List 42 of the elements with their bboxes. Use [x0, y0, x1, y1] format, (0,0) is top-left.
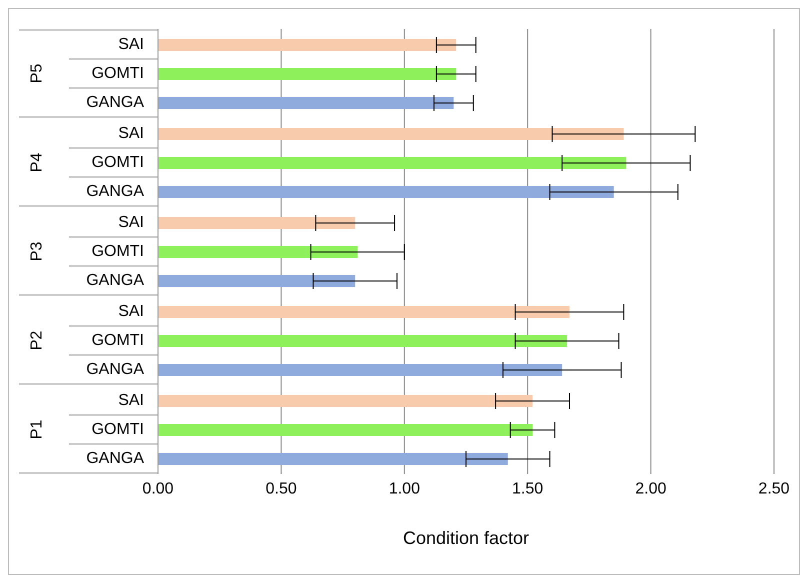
bar — [158, 68, 456, 80]
text: SAI — [118, 392, 144, 409]
text: GANGA — [86, 450, 144, 467]
y-tick-label: P3 — [28, 242, 46, 262]
series-label: SAI — [118, 36, 144, 53]
x-tick-label: 2.50 — [758, 480, 790, 498]
x-axis-title: Condition factor — [402, 528, 530, 548]
text: SAI — [118, 214, 144, 231]
bar — [158, 424, 533, 436]
text: GANGA — [86, 183, 144, 200]
bar — [158, 453, 508, 465]
series-label: GANGA — [86, 94, 144, 111]
y-tick-label: P1 — [28, 420, 46, 440]
text: GOMTI — [92, 154, 144, 171]
series-label: GOMTI — [92, 65, 144, 82]
x-tick-label: 1.00 — [388, 480, 420, 498]
text: SAI — [118, 125, 144, 142]
x-tick-label: 0.50 — [266, 480, 297, 498]
bar — [158, 128, 624, 140]
x-tick-label: 0.00 — [142, 480, 174, 498]
y-tick-label: P4 — [28, 152, 46, 172]
bar — [158, 217, 356, 229]
text: GOMTI — [92, 332, 144, 349]
bar — [158, 275, 356, 287]
bar — [158, 306, 570, 318]
bar — [158, 97, 454, 109]
x-tick-label: 2.00 — [635, 480, 666, 498]
x-tick-label: 1.50 — [512, 480, 544, 498]
text: SAI — [118, 303, 144, 320]
bar — [158, 157, 626, 169]
bar — [158, 395, 533, 407]
text: GANGA — [86, 272, 144, 289]
bar — [158, 39, 456, 51]
text: GOMTI — [92, 243, 144, 260]
bar — [158, 335, 568, 347]
y-tick-label: P2 — [28, 330, 46, 350]
bar — [158, 364, 562, 376]
bar — [158, 186, 614, 198]
text: GOMTI — [92, 421, 144, 438]
text: GANGA — [86, 361, 144, 378]
y-tick-label: P5 — [28, 64, 46, 84]
bar — [158, 246, 358, 258]
